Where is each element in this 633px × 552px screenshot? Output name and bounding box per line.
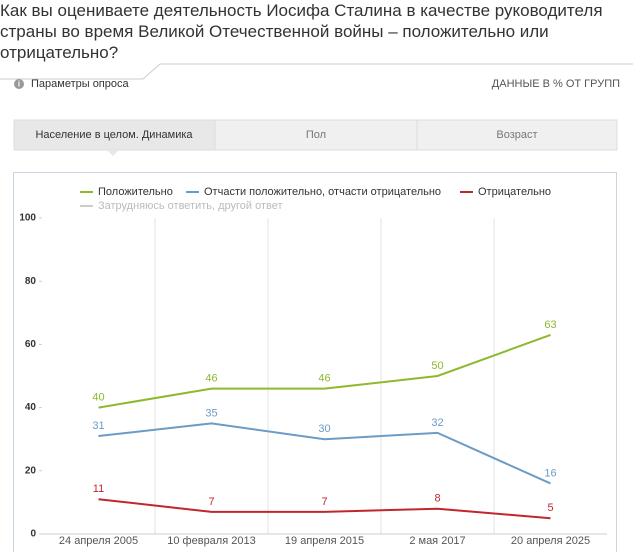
chart-frame [13, 172, 617, 552]
data-label: 7 [321, 496, 327, 508]
data-label: 11 [93, 483, 104, 495]
info-icon-glyph: i [18, 80, 20, 89]
data-label: 63 [544, 319, 556, 331]
tab-label[interactable]: Возраст [496, 129, 537, 141]
y-tick-label: 100 [19, 213, 36, 224]
series-line [98, 498, 551, 520]
data-label: 16 [544, 467, 556, 479]
y-tick-label: 60 [25, 339, 37, 350]
legend-label[interactable]: Положительно [98, 186, 173, 198]
legend-label[interactable]: Отчасти положительно, отчасти отрицатель… [204, 186, 441, 198]
legend-label[interactable]: Отрицательно [478, 186, 551, 198]
y-tick-label: 80 [25, 276, 37, 287]
data-label: 35 [205, 407, 217, 419]
data-label: 46 [318, 373, 330, 385]
data-label: 30 [318, 423, 330, 435]
data-label: 32 [431, 417, 443, 429]
x-tick-label: 19 апреля 2015 [285, 535, 364, 547]
data-label: 46 [205, 373, 217, 385]
x-tick-label: 20 апреля 2025 [511, 535, 590, 547]
y-tick-label: 40 [25, 402, 37, 413]
data-label: 31 [92, 420, 104, 432]
tab-label[interactable]: Население в целом. Динамика [35, 129, 193, 141]
y-tick-label: 0 [30, 529, 36, 540]
info-icon[interactable] [14, 79, 24, 89]
x-tick-label: 2 мая 2017 [409, 535, 465, 547]
data-label: 40 [92, 392, 104, 404]
active-tab[interactable] [13, 119, 216, 151]
series-line [98, 333, 551, 409]
data-label: 7 [208, 496, 214, 508]
x-tick-label: 10 февраля 2013 [167, 535, 255, 547]
data-label: 5 [547, 502, 553, 514]
series-line [98, 422, 551, 485]
data-label: 8 [434, 493, 440, 505]
tab-pointer [107, 150, 119, 156]
x-tick-label: 24 апреля 2005 [59, 535, 138, 547]
data-label: 50 [431, 360, 443, 372]
y-tick-label: 20 [25, 465, 37, 476]
params-label[interactable]: Параметры опроса [31, 78, 130, 90]
tab-label[interactable]: Пол [306, 129, 326, 141]
chart-title: Как вы оцениваете деятельность Иосифа Ст… [0, 1, 603, 62]
units-note: ДАННЫЕ В % ОТ ГРУПП [492, 78, 620, 90]
header-rule [0, 63, 633, 80]
legend-label[interactable]: Затрудняюсь ответить, другой ответ [98, 200, 283, 212]
